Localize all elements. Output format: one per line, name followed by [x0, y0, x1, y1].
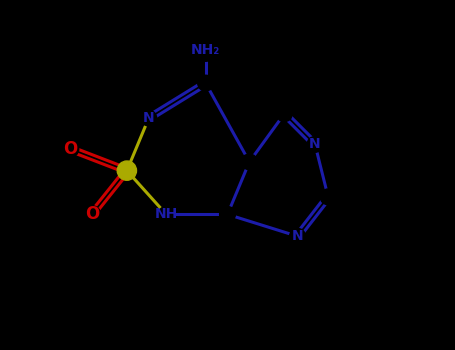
Circle shape [61, 140, 79, 158]
Text: O: O [85, 205, 99, 223]
Circle shape [158, 206, 174, 222]
Circle shape [117, 161, 136, 180]
Circle shape [290, 229, 305, 244]
Circle shape [307, 136, 323, 152]
Text: N: N [143, 111, 155, 125]
Circle shape [195, 40, 217, 61]
Circle shape [220, 206, 235, 222]
Text: O: O [63, 140, 77, 158]
Text: N: N [292, 229, 303, 243]
Text: NH₂: NH₂ [191, 43, 220, 57]
Circle shape [198, 75, 213, 91]
Circle shape [277, 106, 292, 121]
Circle shape [242, 154, 257, 170]
Circle shape [320, 189, 336, 205]
Text: NH: NH [155, 207, 178, 222]
Circle shape [141, 110, 157, 126]
Text: N: N [309, 137, 321, 151]
Circle shape [83, 206, 101, 223]
